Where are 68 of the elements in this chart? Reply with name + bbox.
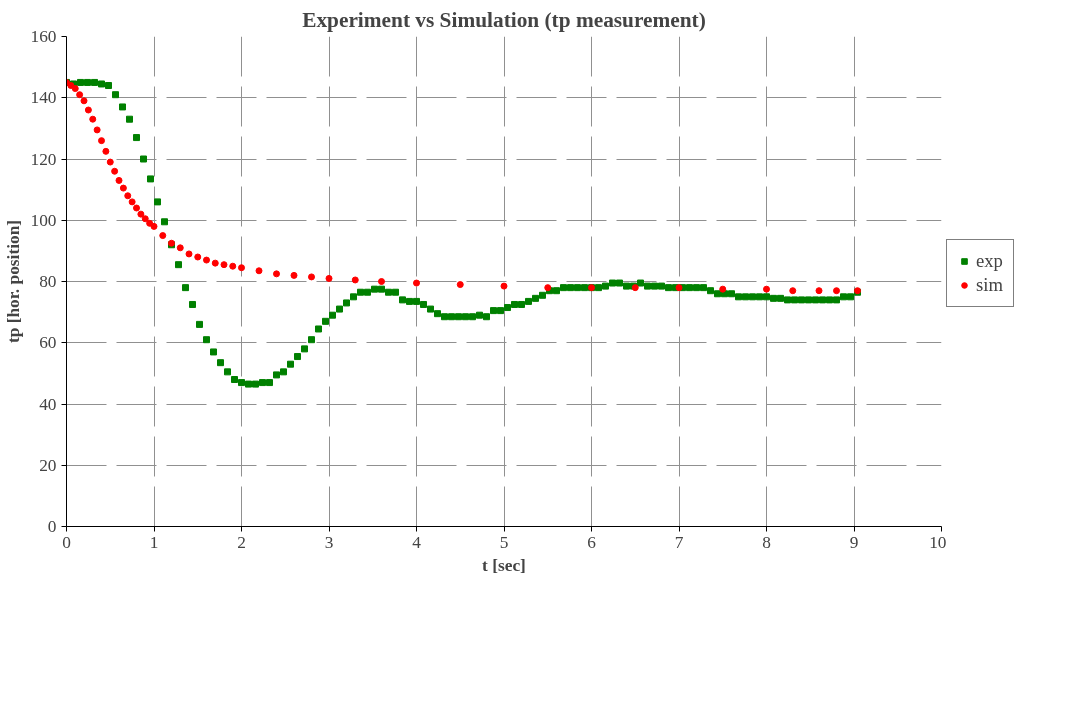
point [185,250,193,258]
x-tick-label: 4 [412,532,422,552]
x-tick-label: 2 [237,532,246,552]
point [98,137,105,145]
point [719,285,727,293]
point [351,276,359,284]
point [102,147,110,155]
point [133,204,140,212]
x-tick-label: 10 [929,532,947,552]
x-tick-label: 9 [849,532,859,552]
point [815,287,823,295]
point [93,126,101,134]
point [255,267,263,275]
x-tick-label: 6 [587,532,597,552]
legend-label: sim [976,273,1003,296]
x-tick-label: 0 [62,532,71,552]
point [456,281,464,289]
point [119,184,127,192]
x-tick-label: 3 [324,532,334,552]
x-tick-label: 5 [499,532,509,552]
point [290,271,298,279]
y-tick-label: 140 [30,88,57,108]
point [789,287,797,295]
point [229,262,237,270]
point [84,106,92,114]
x-axis-title: t [sec] [482,555,526,575]
point [308,273,315,281]
point [128,198,136,206]
point [273,270,280,278]
point [675,284,683,292]
point [203,256,210,264]
point [159,232,167,240]
y-tick-label: 0 [47,517,57,536]
point [124,192,132,200]
point [137,210,145,218]
point [106,158,114,166]
y-tick-label: 160 [30,27,57,46]
point [89,115,97,123]
x-tick-label: 8 [762,532,771,552]
point [176,244,184,252]
y-tick-label: 60 [39,333,57,353]
point [80,97,88,105]
point [325,274,333,282]
point [378,278,385,285]
point [413,279,420,287]
point [71,85,79,93]
point [115,176,123,184]
point [500,282,508,290]
y-axis-title: tp [hor. position] [3,219,23,344]
y-tick-label: 20 [39,455,57,475]
x-tick-label: 1 [149,532,159,552]
point [238,264,245,272]
point [150,222,158,230]
point [111,167,119,175]
x-tick-label: 7 [674,532,684,552]
y-tick-label: 100 [30,210,57,230]
point [833,287,840,295]
y-tick-label: 80 [39,272,57,291]
point [76,91,84,99]
legend-label: exp [976,249,1003,272]
point [211,259,219,267]
y-tick-label: 40 [39,394,57,414]
point [763,285,770,293]
y-tick-label: 120 [30,149,57,169]
point [220,261,228,269]
chart-title: Experiment vs Simulation (tp measurement) [302,7,706,32]
point [194,253,202,261]
point [141,215,149,223]
